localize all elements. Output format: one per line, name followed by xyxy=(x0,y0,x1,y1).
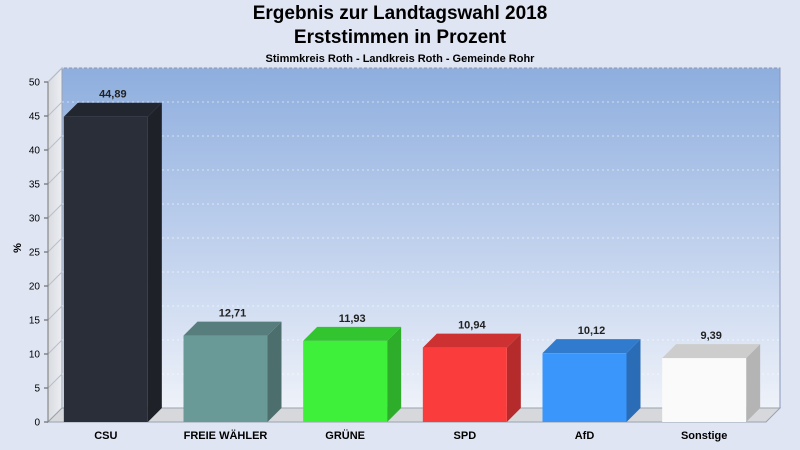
chart-subtitle: Stimmkreis Roth - Landkreis Roth - Gemei… xyxy=(265,53,535,65)
bar-front xyxy=(662,358,747,422)
data-label: 12,71 xyxy=(219,308,247,320)
gridline-side xyxy=(47,135,63,151)
bar-side xyxy=(746,344,761,422)
bar-freie-w-hler: 12,71 xyxy=(183,308,282,422)
gridline-side xyxy=(47,237,63,253)
y-tick-label: 35 xyxy=(29,180,41,191)
bar-top xyxy=(542,339,641,354)
bar-side xyxy=(626,339,641,422)
data-label: 10,94 xyxy=(458,320,486,332)
chart-title: Ergebnis zur Landtagswahl 2018 xyxy=(252,3,548,24)
data-label: 10,12 xyxy=(578,325,606,337)
data-label: 11,93 xyxy=(339,313,366,325)
bar-afd: 10,12 xyxy=(542,325,641,422)
y-tick-label: 10 xyxy=(29,350,41,361)
x-tick-label: AfD xyxy=(575,430,595,442)
bar-front xyxy=(303,340,388,422)
x-tick-label: Sonstige xyxy=(681,430,727,442)
bar-top xyxy=(662,344,761,359)
bar-side xyxy=(387,326,402,422)
gridline-side xyxy=(47,169,63,185)
y-axis-label: % xyxy=(12,243,24,253)
bar-front xyxy=(63,116,148,423)
x-tick-label: SPD xyxy=(454,430,477,442)
y-tick-label: 50 xyxy=(29,78,41,89)
bar-top xyxy=(183,321,282,336)
gridline-side xyxy=(47,101,63,117)
chart-title-line2: Erststimmen in Prozent xyxy=(293,27,507,48)
gridline-side xyxy=(47,67,63,83)
y-tick-label: 30 xyxy=(29,214,41,225)
gridline-side xyxy=(47,339,63,355)
bar-side xyxy=(267,321,282,422)
bar-front xyxy=(422,347,507,422)
gridline-side xyxy=(47,305,63,321)
y-tick-label: 15 xyxy=(29,316,41,327)
y-axis: 0 5 10 15 20 25 30 35 40 45 50 xyxy=(29,78,49,429)
y-tick-label: 40 xyxy=(29,146,41,157)
data-label: 44,89 xyxy=(99,89,127,101)
bar-spd: 10,94 xyxy=(422,320,521,422)
bar-front xyxy=(542,353,627,422)
x-tick-label: FREIE WÄHLER xyxy=(184,429,268,442)
bar-sonstige: 9,39 xyxy=(662,330,761,422)
bar-csu: 44,89 xyxy=(63,89,162,423)
bar-top xyxy=(303,326,402,341)
bar-top xyxy=(63,102,162,117)
y-tick-label: 0 xyxy=(34,418,40,429)
bar-side xyxy=(147,102,162,423)
y-tick-label: 20 xyxy=(29,282,41,293)
y-tick-label: 5 xyxy=(34,384,40,395)
y-tick-label: 25 xyxy=(29,248,41,259)
y-tick-label: 45 xyxy=(29,112,41,123)
x-axis: CSU FREIE WÄHLER GRÜNE SPD AfD Sonstige xyxy=(94,429,727,442)
bar-front xyxy=(183,335,268,422)
gridline-side xyxy=(47,271,63,287)
gridline-side xyxy=(47,203,63,219)
data-label: 9,39 xyxy=(700,330,721,342)
gridline-side xyxy=(47,373,63,389)
x-tick-label: CSU xyxy=(94,430,117,442)
x-tick-label: GRÜNE xyxy=(325,429,365,442)
bar-gr-ne: 11,93 xyxy=(303,313,402,422)
bar-side xyxy=(506,333,521,422)
bar-top xyxy=(422,333,521,348)
bars: 44,89 12,71 11,93 10,94 10,12 9,39 xyxy=(63,89,761,423)
